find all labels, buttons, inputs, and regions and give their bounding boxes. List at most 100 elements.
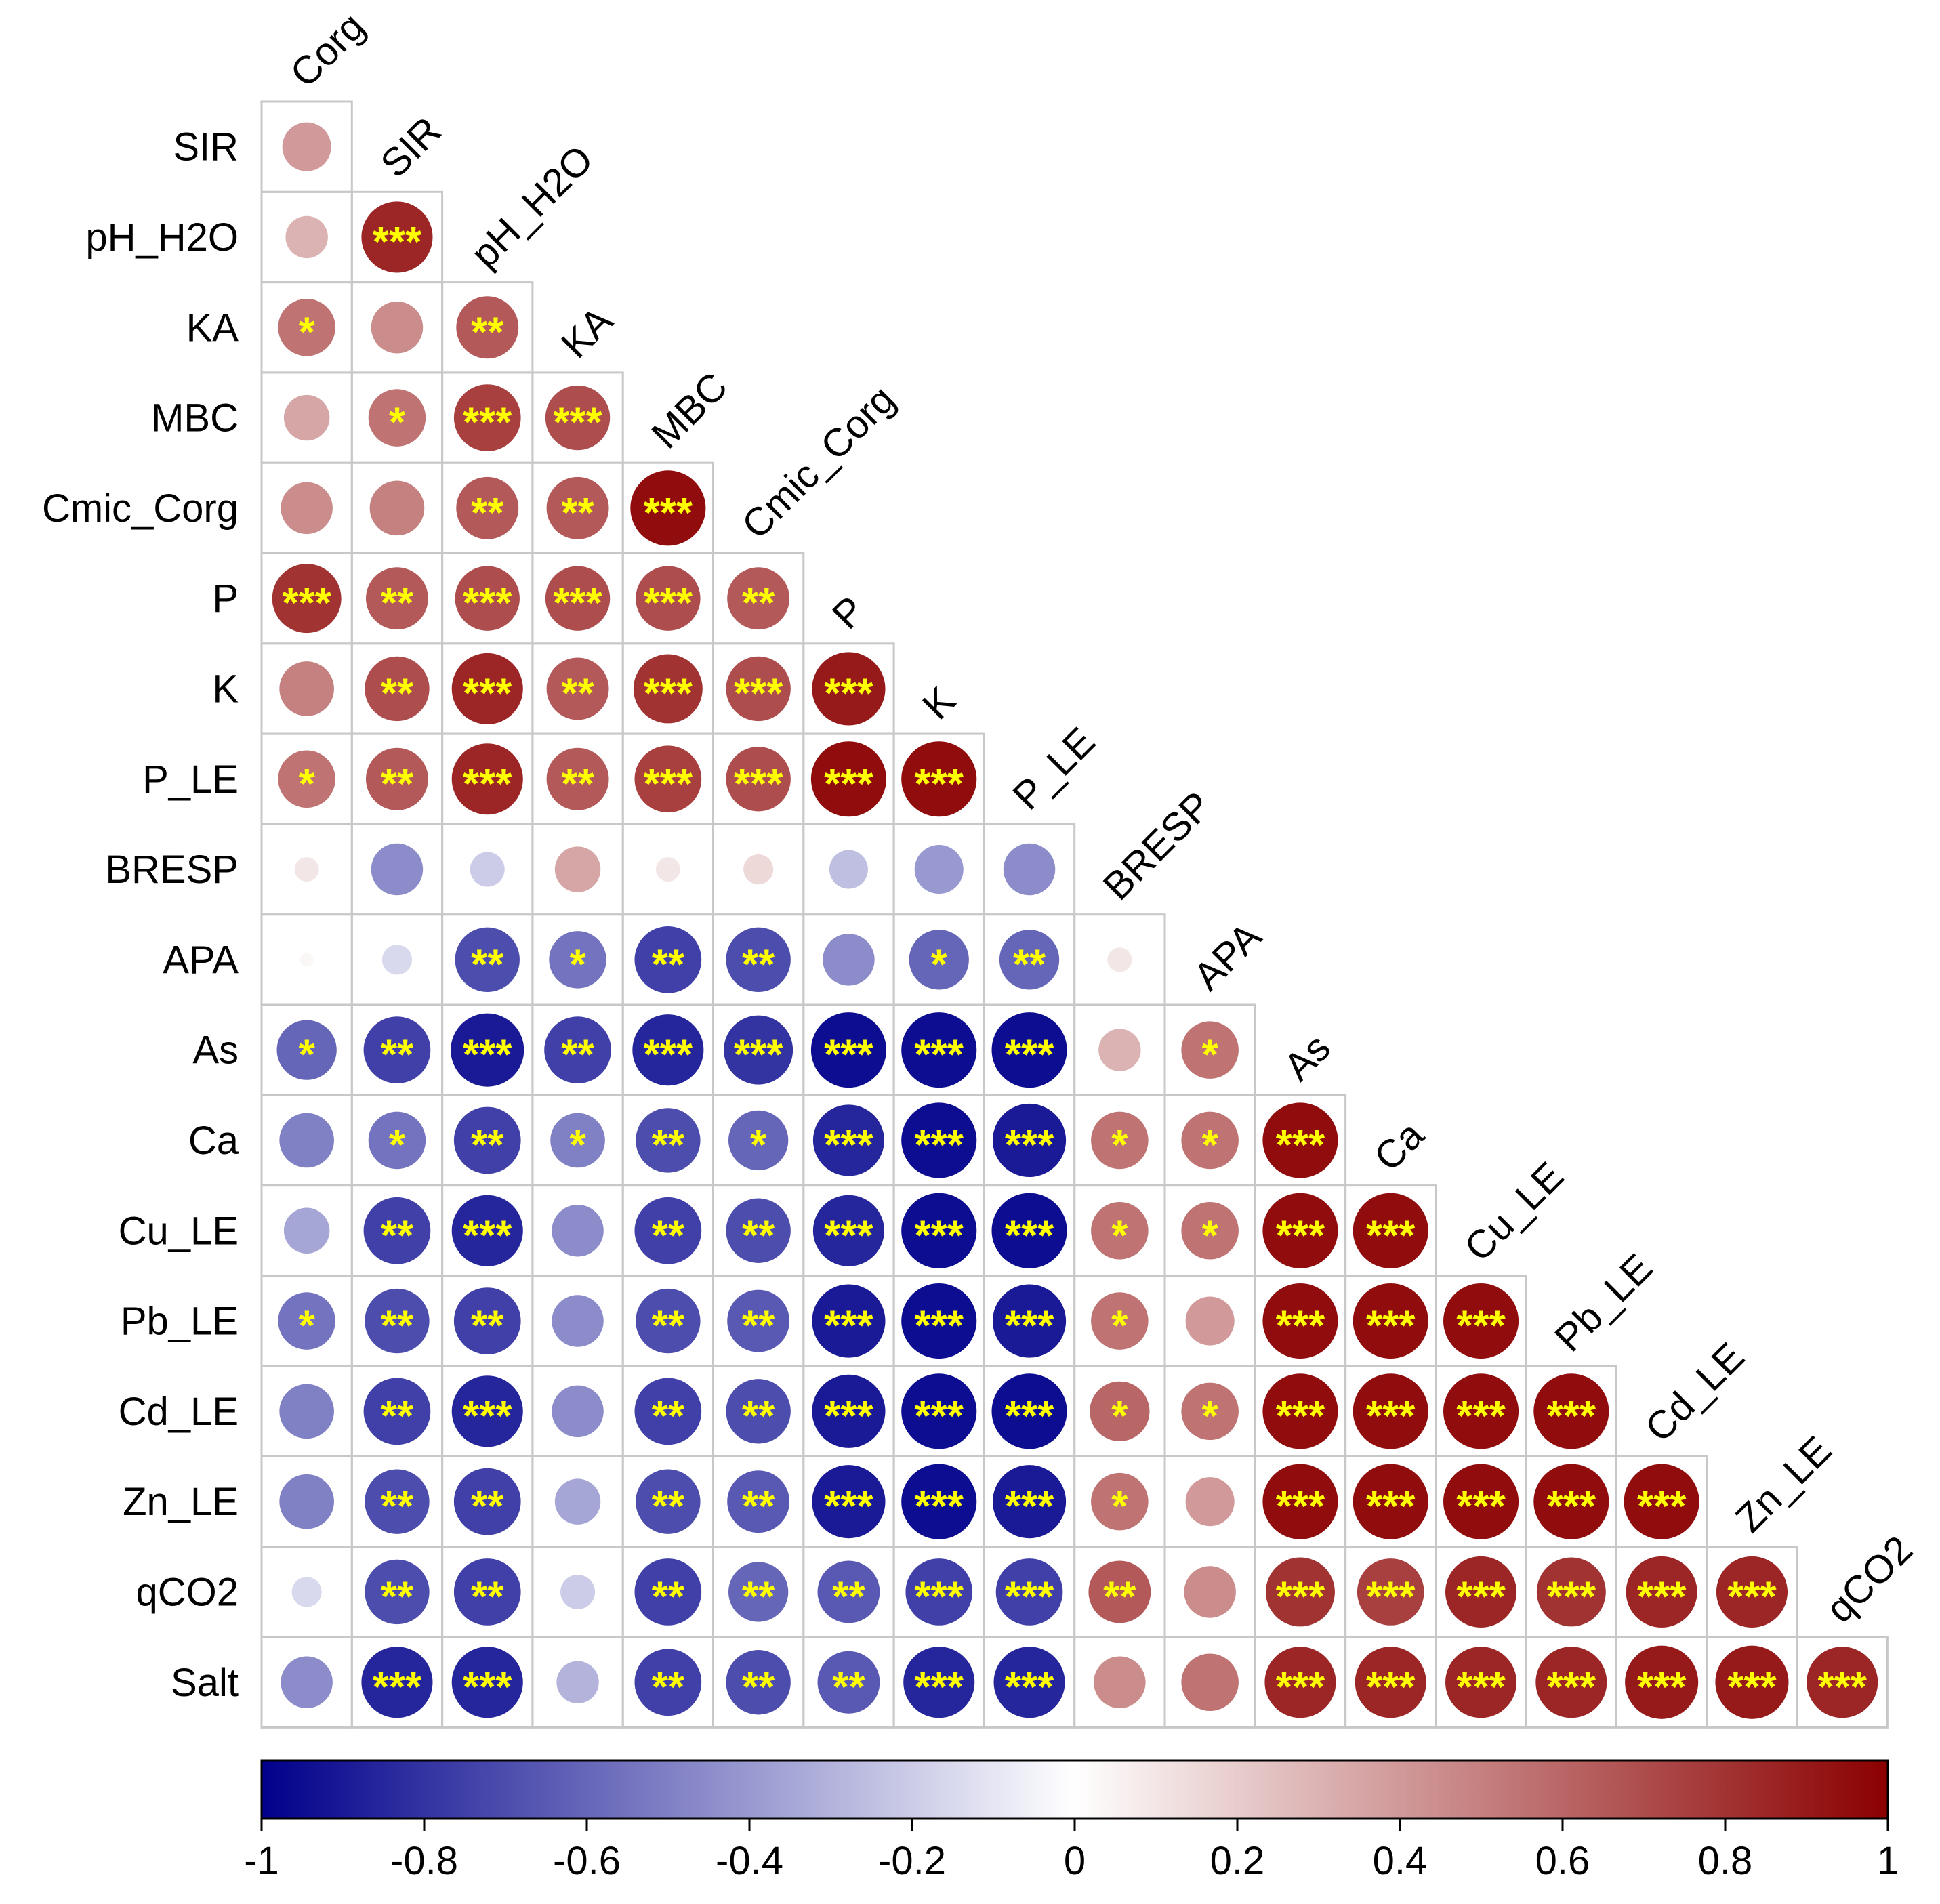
significance-mark: *** [915, 1212, 964, 1259]
significance-mark: ** [561, 490, 594, 537]
significance-mark: ** [381, 761, 414, 808]
significance-mark: *** [463, 1212, 512, 1259]
significance-mark: *** [824, 1303, 873, 1350]
corr-circle-pb-le-ka [552, 1295, 604, 1347]
corr-circle-as-k [901, 1012, 977, 1088]
corr-circle-bresp-cmic-corg [743, 854, 774, 885]
corr-circle-zn-le-ph-h2o [453, 1468, 521, 1535]
corr-circle-cd-le-ca [1353, 1373, 1428, 1449]
significance-mark: ** [381, 1393, 414, 1440]
significance-mark: ** [832, 1664, 865, 1711]
corr-circle-pb-le-bresp [1091, 1292, 1149, 1350]
corr-circle-qco2-cd-le [1626, 1556, 1697, 1628]
significance-mark: *** [824, 1122, 873, 1169]
significance-mark: ** [742, 1303, 775, 1350]
corr-circle-qco2-ka [560, 1574, 596, 1609]
corr-circle-cu-le-p [812, 1195, 884, 1266]
significance-mark: ** [742, 1212, 775, 1259]
significance-mark: ** [1013, 941, 1046, 988]
significance-mark: *** [1276, 1483, 1325, 1530]
significance-mark: *** [1547, 1573, 1596, 1620]
color-legend-tick-label: 0.2 [1210, 1839, 1265, 1883]
significance-mark: *** [824, 670, 873, 717]
significance-mark: ** [471, 309, 504, 356]
significance-mark: *** [824, 1032, 873, 1079]
significance-mark: * [1202, 1393, 1219, 1440]
column-label-mbc: MBC [643, 364, 736, 457]
significance-mark: * [299, 1032, 316, 1079]
corr-circle-salt-as [1264, 1647, 1336, 1718]
corr-circle-salt-corg [281, 1656, 333, 1708]
corr-circle-p-le-p [810, 741, 887, 817]
significance-mark: * [569, 1122, 586, 1169]
significance-mark: * [299, 1303, 316, 1350]
corr-circle-salt-zn-le [1715, 1645, 1789, 1719]
corr-circle-qco2-p [817, 1560, 880, 1623]
corr-circle-zn-le-ka [554, 1478, 601, 1525]
significance-mark: *** [1366, 1483, 1416, 1530]
corr-circle-cmic-corg-ka [546, 476, 609, 539]
corr-circle-cu-le-cmic-corg [726, 1198, 791, 1263]
corr-circle-pb-le-as [1262, 1283, 1338, 1359]
color-legend-tick-label: 0.4 [1373, 1839, 1428, 1883]
corr-circle-apa-bresp [1107, 947, 1132, 972]
significance-mark: *** [1366, 1303, 1416, 1350]
corr-circle-salt-ca [1355, 1647, 1426, 1718]
significance-mark: ** [832, 1573, 865, 1620]
significance-mark: ** [652, 1122, 685, 1169]
corr-circle-cu-le-p-le [991, 1193, 1067, 1268]
corr-circle-qco2-ph-h2o [453, 1558, 521, 1626]
corr-circle-pb-le-cu-le [1443, 1283, 1519, 1359]
corr-circle-p-cmic-corg [727, 567, 790, 630]
significance-mark: *** [1547, 1664, 1596, 1711]
significance-mark: *** [1547, 1393, 1596, 1440]
corr-circle-cu-le-corg [283, 1207, 330, 1254]
significance-mark: *** [644, 1032, 693, 1079]
corr-circle-ph-h2o-corg [285, 215, 328, 259]
corr-circle-salt-ka [556, 1661, 599, 1703]
corr-circle-cd-le-ph-h2o [451, 1375, 523, 1447]
corr-circle-ca-ka [550, 1113, 605, 1168]
corr-circle-zn-le-sir [365, 1469, 430, 1534]
significance-mark: * [1202, 1032, 1219, 1079]
row-label-sir: SIR [173, 125, 239, 169]
significance-mark: *** [1005, 1122, 1054, 1169]
color-legend-tick-label: -0.4 [716, 1839, 783, 1883]
row-label-pb-le: Pb_LE [121, 1300, 239, 1344]
corr-circle-qco2-cu-le [1445, 1556, 1517, 1628]
corr-circle-cmic-corg-corg [281, 482, 333, 535]
significance-mark: ** [471, 941, 504, 988]
column-label-as: As [1275, 1026, 1339, 1090]
significance-mark: ** [381, 1032, 414, 1079]
corr-circle-cd-le-corg [279, 1384, 334, 1439]
corr-circle-p-le-ka [546, 747, 609, 810]
significance-mark: *** [1818, 1664, 1867, 1711]
corr-circle-zn-le-cu-le [1443, 1464, 1519, 1539]
significance-mark: *** [915, 1664, 964, 1711]
significance-mark: *** [644, 761, 693, 808]
significance-mark: *** [373, 1664, 422, 1711]
significance-mark: *** [1456, 1303, 1506, 1350]
row-label-bresp: BRESP [105, 848, 239, 892]
significance-mark: *** [915, 1483, 964, 1530]
row-labels: SIR pH_H2O KA MBC Cmic_Corg P K P_LE BRESP APA As C… [42, 125, 239, 1705]
corr-circle-k-sir [365, 656, 430, 722]
column-label-p: P [824, 588, 873, 638]
column-label-cd-le: Cd_LE [1636, 1334, 1752, 1450]
significance-mark: *** [463, 761, 512, 808]
corr-circle-bresp-ka [554, 846, 601, 892]
corr-circle-zn-le-pb-le [1533, 1464, 1609, 1539]
corr-circle-ka-ph-h2o [456, 296, 519, 359]
corr-circle-ca-as [1262, 1102, 1338, 1178]
corr-circle-apa-p-le [999, 930, 1060, 990]
significance-mark: ** [652, 1303, 685, 1350]
significance-mark: *** [1276, 1573, 1325, 1620]
significance-mark: *** [1456, 1483, 1506, 1530]
corr-circle-p-le-sir [366, 747, 428, 810]
corr-circle-cu-le-sir [363, 1197, 431, 1264]
corr-circle-salt-mbc [634, 1649, 702, 1716]
corr-circle-k-corg [279, 661, 334, 716]
corr-circle-bresp-ph-h2o [470, 852, 505, 887]
significance-mark: *** [1727, 1573, 1777, 1620]
significance-mark: *** [463, 1032, 512, 1079]
